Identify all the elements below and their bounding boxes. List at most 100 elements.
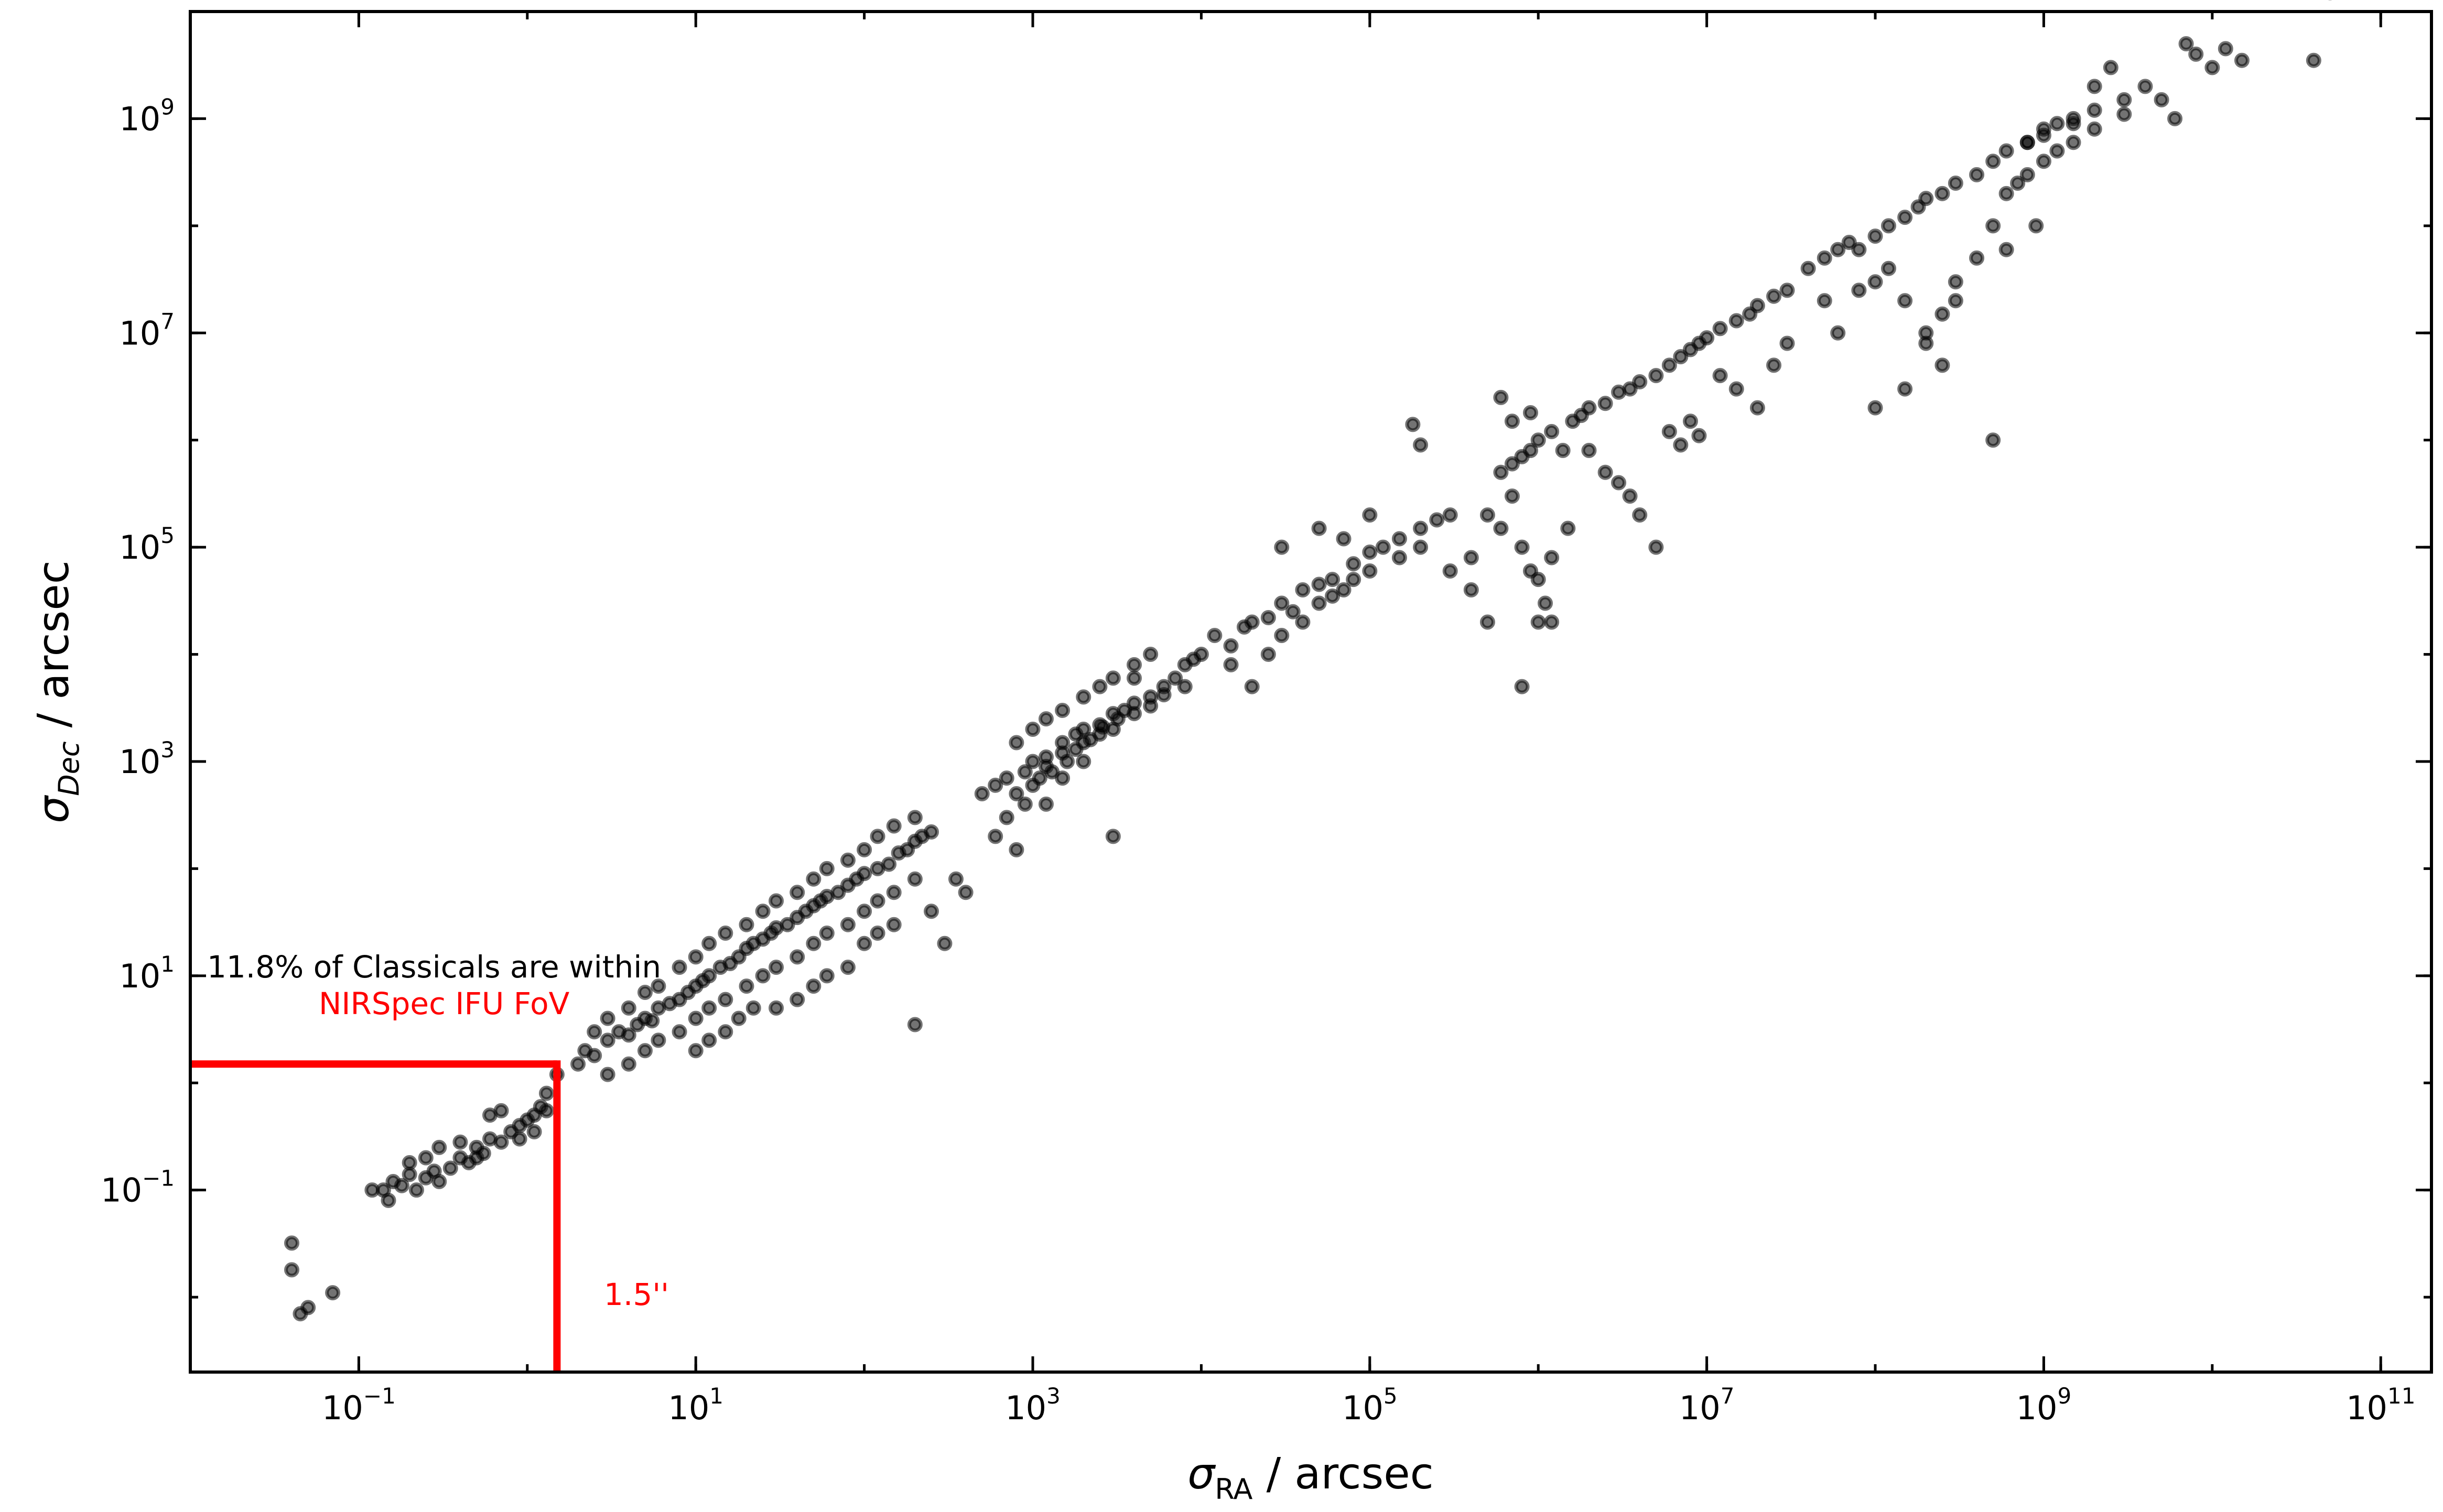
scatter-point xyxy=(731,1010,747,1026)
scatter-point xyxy=(1391,531,1407,547)
scatter-point xyxy=(937,936,953,951)
scatter-point xyxy=(988,777,1003,793)
scatter-point xyxy=(1055,702,1071,718)
scatter-point xyxy=(1479,507,1495,523)
scatter-point xyxy=(1555,443,1571,459)
x-tick-base: 10 xyxy=(668,1389,709,1427)
scatter-point xyxy=(819,925,835,941)
scatter-point xyxy=(1544,614,1560,630)
scatter-point xyxy=(1581,400,1597,416)
scatter-point xyxy=(1025,721,1041,737)
y-tick-base: 10 xyxy=(101,1171,142,1210)
scatter-point xyxy=(418,1150,434,1166)
scatter-point xyxy=(1504,488,1520,504)
scatter-point xyxy=(1948,274,1963,290)
scatter-point xyxy=(1044,764,1060,780)
scatter-point xyxy=(999,810,1014,825)
scatter-point xyxy=(1068,742,1084,757)
threshold-label: 1.5'' xyxy=(604,1277,669,1312)
scatter-point xyxy=(1632,507,1648,523)
y-axis-title: σDec / arcsec xyxy=(29,560,85,823)
scatter-point xyxy=(857,842,872,857)
scatter-point xyxy=(1728,313,1744,329)
scatter-point xyxy=(1092,679,1108,694)
scatter-point xyxy=(1530,572,1546,588)
scatter-point xyxy=(1830,242,1846,257)
scatter-point xyxy=(2019,167,2035,182)
scatter-point xyxy=(526,1124,542,1139)
scatter-point xyxy=(600,1010,615,1026)
y-tick-label: 10−1 xyxy=(101,1166,175,1210)
scatter-point xyxy=(1442,507,1458,523)
scatter-point xyxy=(739,978,754,994)
scatter-point xyxy=(1095,719,1110,735)
scatter-point xyxy=(284,1262,300,1278)
scatter-point xyxy=(2087,102,2102,118)
scatter-point xyxy=(1779,282,1795,298)
scatter-point xyxy=(1413,539,1429,555)
scatter-point xyxy=(442,1160,458,1176)
scatter-point xyxy=(999,770,1014,786)
x-tick-label: 107 xyxy=(1679,1383,1735,1427)
scatter-point xyxy=(1429,512,1445,528)
scatter-point xyxy=(1560,520,1576,536)
scatter-point xyxy=(672,960,687,975)
x-tick-label: 103 xyxy=(1005,1383,1061,1427)
scatter-point xyxy=(408,1182,424,1198)
scatter-point xyxy=(1375,539,1391,555)
scatter-point xyxy=(1998,186,2014,201)
x-tick-base: 10 xyxy=(322,1389,363,1427)
y-axis-unit: / arcsec xyxy=(29,560,79,741)
scatter-point xyxy=(1143,647,1159,662)
scatter-point xyxy=(1632,374,1648,389)
scatter-point xyxy=(1597,464,1613,480)
scatter-point xyxy=(1969,167,1985,182)
scatter-point xyxy=(1851,242,1867,257)
scatter-point xyxy=(1156,687,1172,703)
scatter-point xyxy=(1442,563,1458,579)
scatter-point xyxy=(840,917,856,932)
scatter-point xyxy=(1127,670,1142,686)
x-tick-label: 109 xyxy=(2016,1383,2072,1427)
scatter-point xyxy=(644,1013,660,1029)
scatter-point xyxy=(1479,614,1495,630)
scatter-point xyxy=(1611,475,1627,491)
x-tick-exponent: −1 xyxy=(363,1383,396,1409)
x-tick-label: 101 xyxy=(668,1383,723,1427)
scatter-point xyxy=(1800,260,1816,276)
y-tick-label: 101 xyxy=(119,951,175,995)
scatter-point xyxy=(651,1032,666,1048)
scatter-point xyxy=(2234,52,2250,68)
scatter-point xyxy=(1867,400,1883,416)
scatter-point xyxy=(637,1043,653,1059)
scatter-point xyxy=(1017,764,1033,780)
scatter-point xyxy=(1998,143,2014,159)
scatter-point xyxy=(769,960,784,975)
scatter-point xyxy=(538,1085,554,1101)
scatter-point xyxy=(1362,507,1378,523)
scatter-point xyxy=(1413,437,1429,453)
scatter-point xyxy=(2019,135,2035,150)
scatter-point xyxy=(2010,176,2026,191)
scatter-point xyxy=(1493,389,1509,405)
y-tick-base: 10 xyxy=(119,743,160,781)
scatter-point xyxy=(1346,572,1361,588)
axis-ticks xyxy=(189,10,2431,1372)
scatter-point xyxy=(701,968,717,984)
scatter-point xyxy=(1514,539,1530,555)
scatter-point xyxy=(1143,698,1159,714)
scatter-point xyxy=(790,885,805,900)
scatter-point xyxy=(886,885,902,900)
scatter-point xyxy=(512,1131,527,1147)
scatter-point xyxy=(688,1043,704,1059)
scatter-point xyxy=(769,1000,784,1016)
scatter-point xyxy=(1017,796,1033,812)
scatter-point xyxy=(1934,306,1950,322)
scatter-point xyxy=(1998,242,2014,257)
scatter-point xyxy=(1260,647,1276,662)
scatter-point xyxy=(1009,735,1024,750)
x-tick-exponent: 3 xyxy=(1046,1383,1061,1409)
scatter-point xyxy=(857,866,872,882)
scatter-point xyxy=(1405,417,1421,432)
scatter-point xyxy=(1985,432,2001,448)
